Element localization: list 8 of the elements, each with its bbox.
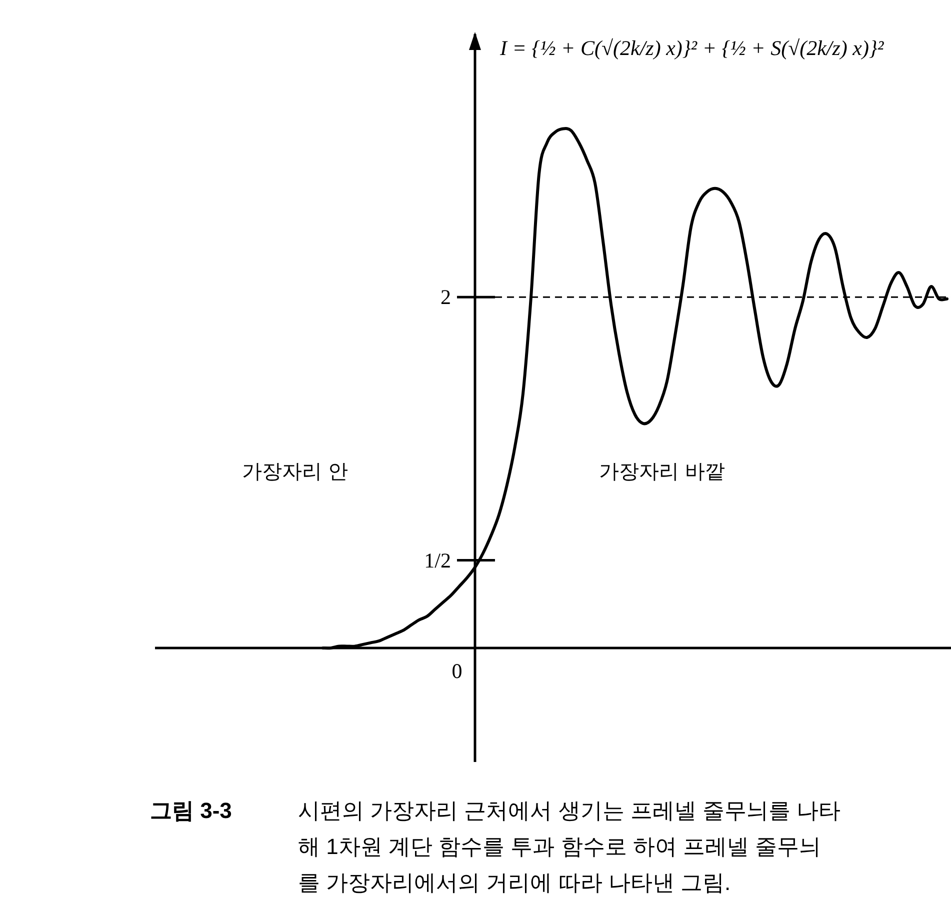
y-tick-label: 1/2 <box>424 548 451 572</box>
annotation: 가장자리 바깥 <box>599 461 725 483</box>
annotation: 가장자리 안 <box>242 461 348 483</box>
y-tick-label: 2 <box>440 285 451 310</box>
title: I = {½ + C(√(2k/z) x)}² + {½ + S(√(2k/z) x)}² <box>500 36 884 60</box>
annotation: 0 <box>452 658 462 683</box>
annotation: 시편의 가장자리 근처에서 생기는 프레넬 줄무늬를 나타 해 1차원 계단 함수를 투과 함수로 하여 프레넬 줄무늬 를 가장자리에서의 거리에 따라 나타낸 그림. <box>298 798 841 895</box>
annotation: 그림 3-3 <box>150 798 232 823</box>
